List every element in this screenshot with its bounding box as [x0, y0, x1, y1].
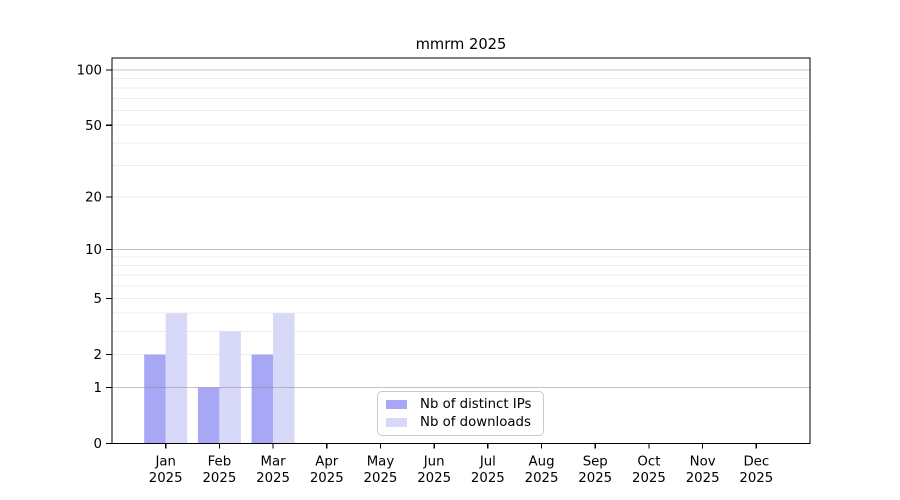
- bar-distinct-ips-feb: [197, 387, 220, 444]
- bar-downloads-jan: [165, 313, 188, 444]
- x-tick-label-month: Aug: [529, 455, 555, 470]
- x-tick-label-month: Sep: [583, 455, 608, 470]
- legend-entry-downloads: Nb of downloads: [386, 415, 535, 430]
- x-tick-label-year: 2025: [686, 471, 720, 486]
- bar-distinct-ips-mar: [251, 354, 274, 444]
- x-tick-label-year: 2025: [202, 471, 236, 486]
- y-tick-label: 1: [94, 381, 102, 396]
- chart-title: mmrm 2025: [415, 36, 507, 53]
- x-tick-label-month: Jun: [423, 455, 445, 470]
- y-tick-label: 100: [77, 64, 102, 79]
- legend: Nb of distinct IPs Nb of downloads: [377, 391, 544, 436]
- x-tick-label-month: Apr: [315, 455, 339, 470]
- bar-downloads-mar: [273, 313, 295, 444]
- legend-label-distinct-ips: Nb of distinct IPs: [420, 397, 532, 412]
- x-tick-label-year: 2025: [739, 471, 773, 486]
- x-tick-label-year: 2025: [578, 471, 612, 486]
- x-tick-label-year: 2025: [525, 471, 559, 486]
- x-tick-label-month: Oct: [637, 455, 660, 470]
- legend-swatch-downloads-icon: [386, 418, 407, 427]
- x-tick-label-year: 2025: [471, 471, 505, 486]
- y-tick-label: 0: [94, 437, 102, 452]
- x-tick-label-month: Dec: [743, 455, 769, 470]
- x-tick-label-month: Jan: [154, 455, 176, 470]
- x-tick-label-year: 2025: [417, 471, 451, 486]
- x-tick-label-month: Feb: [208, 455, 232, 470]
- y-tick-label: 10: [85, 243, 102, 258]
- legend-label-downloads: Nb of downloads: [420, 415, 531, 430]
- x-tick-label-month: May: [367, 455, 395, 470]
- x-tick-label-year: 2025: [256, 471, 290, 486]
- y-tick-label: 50: [85, 119, 102, 134]
- legend-swatch-distinct-ips-icon: [386, 400, 407, 409]
- legend-entry-distinct-ips: Nb of distinct IPs: [386, 397, 535, 412]
- x-tick-label-month: Jul: [479, 455, 496, 470]
- y-tick-label: 2: [94, 348, 102, 363]
- x-tick-label-month: Nov: [690, 455, 716, 470]
- x-tick-label-month: Mar: [261, 455, 287, 470]
- bar-distinct-ips-jan: [144, 354, 166, 444]
- x-tick-label-year: 2025: [310, 471, 344, 486]
- plot-border: [111, 57, 811, 445]
- y-tick-label: 20: [85, 191, 102, 206]
- x-tick-label-year: 2025: [364, 471, 398, 486]
- x-tick-label-year: 2025: [149, 471, 183, 486]
- x-tick-label-year: 2025: [632, 471, 666, 486]
- y-tick-label: 5: [94, 292, 102, 307]
